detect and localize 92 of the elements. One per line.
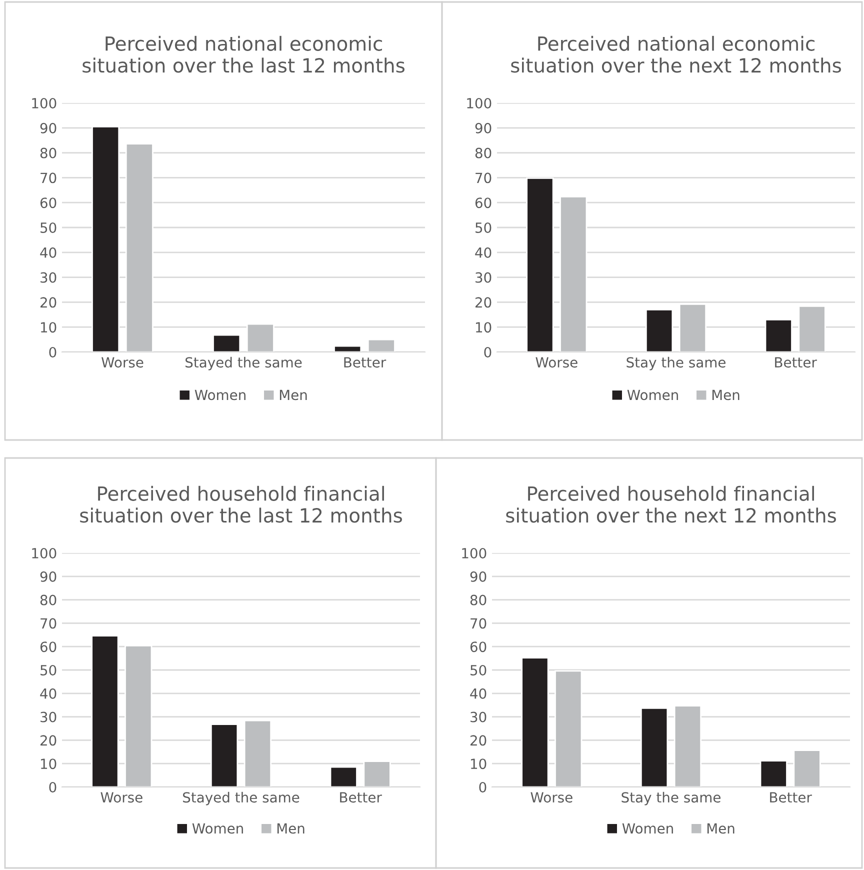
legend-label: Women [192, 823, 243, 834]
x-tick-label: Worse [530, 792, 572, 803]
y-tick-label: 80 [470, 594, 486, 606]
bar [367, 338, 396, 352]
x-tick-label: Worse [102, 357, 144, 368]
legend-label: Men [277, 823, 304, 834]
y-tick-label: 20 [40, 297, 56, 308]
y-tick-label: 100 [32, 548, 56, 558]
y-tick-label: 50 [476, 222, 492, 233]
bar [210, 724, 238, 787]
y-tick-label: 90 [470, 571, 486, 582]
y-tick-label: 0 [484, 346, 492, 358]
legend-label: Men [280, 390, 307, 400]
y-tick-label: 50 [40, 222, 56, 233]
bar [674, 705, 702, 787]
y-tick-label: 100 [467, 98, 492, 108]
legend-label: Men [712, 390, 740, 400]
y-tick-label: 60 [470, 642, 486, 652]
y-tick-label: 10 [40, 322, 56, 333]
bar [244, 720, 272, 787]
y-tick-label: 30 [40, 712, 56, 722]
bar [560, 196, 588, 352]
y-tick-label: 70 [476, 172, 492, 184]
y-tick-label: 90 [40, 122, 56, 134]
x-tick-label: Better [775, 357, 817, 368]
x-tick-label: Better [770, 792, 812, 803]
y-tick-label: 70 [40, 172, 56, 184]
y-tick-label: 80 [40, 148, 56, 158]
y-tick-label: 50 [470, 664, 486, 676]
x-tick-label: Stay the same [622, 792, 720, 806]
y-tick-label: 20 [470, 735, 486, 746]
y-tick-label: 90 [40, 571, 56, 582]
bar [764, 318, 792, 352]
y-tick-label: 20 [475, 297, 492, 308]
legend-label: Women [627, 390, 678, 400]
bar [125, 143, 154, 352]
legend-label: Women [622, 823, 673, 834]
y-tick-label: 60 [40, 642, 56, 652]
y-tick-label: 40 [470, 688, 486, 699]
bar [798, 305, 826, 352]
bar [678, 303, 707, 352]
y-tick-label: 30 [476, 272, 492, 283]
y-tick-label: 60 [40, 198, 56, 208]
x-tick-label: Stayed the same [183, 792, 300, 806]
chart-title: Perceived national economic situation over the next 12 months [511, 36, 841, 73]
y-tick-label: 0 [479, 782, 486, 792]
x-tick-label: Stayed the same [186, 356, 302, 370]
bar [330, 766, 358, 787]
bar [212, 334, 241, 352]
bar [91, 635, 119, 787]
x-tick-label: Better [340, 792, 382, 803]
bar [645, 308, 674, 352]
y-tick-label: 40 [40, 688, 56, 699]
y-tick-label: 80 [475, 148, 492, 158]
y-tick-label: 70 [40, 618, 56, 629]
y-tick-label: 20 [40, 735, 56, 746]
bar [526, 178, 554, 352]
bar [521, 657, 549, 787]
chart-title: Perceived household financial situation over the next 12 months [506, 486, 836, 523]
y-tick-label: 100 [462, 548, 486, 558]
y-tick-label: 70 [470, 618, 486, 629]
bar [334, 345, 362, 352]
y-tick-label: 40 [475, 247, 492, 258]
y-tick-label: 10 [476, 322, 492, 333]
y-tick-label: 0 [49, 346, 56, 358]
y-tick-label: 10 [470, 758, 486, 770]
bar [124, 644, 152, 787]
y-tick-label: 0 [49, 782, 56, 792]
x-tick-label: Worse [536, 357, 578, 368]
y-tick-label: 40 [40, 247, 56, 258]
bar [760, 760, 788, 787]
y-tick-label: 100 [32, 98, 56, 108]
x-tick-label: Worse [100, 792, 142, 803]
y-tick-label: 50 [40, 664, 56, 676]
bar [793, 750, 821, 787]
y-tick-label: 30 [40, 272, 56, 283]
bar [640, 707, 668, 787]
legend-label: Men [707, 823, 734, 834]
x-tick-label: Better [344, 357, 386, 368]
chart-title: Perceived national economic situation over the last 12 months [82, 36, 404, 73]
y-tick-label: 90 [475, 122, 492, 134]
legend-label: Women [194, 390, 246, 400]
bar [554, 670, 582, 787]
bar [92, 126, 120, 352]
y-tick-label: 80 [40, 594, 56, 606]
bar [246, 323, 274, 352]
x-tick-label: Stay the same [626, 356, 726, 370]
y-tick-label: 30 [470, 712, 486, 722]
y-tick-label: 10 [40, 758, 56, 770]
chart-title: Perceived household financial situation over the last 12 months [80, 486, 402, 523]
bar [363, 760, 391, 787]
y-tick-label: 60 [475, 198, 492, 208]
